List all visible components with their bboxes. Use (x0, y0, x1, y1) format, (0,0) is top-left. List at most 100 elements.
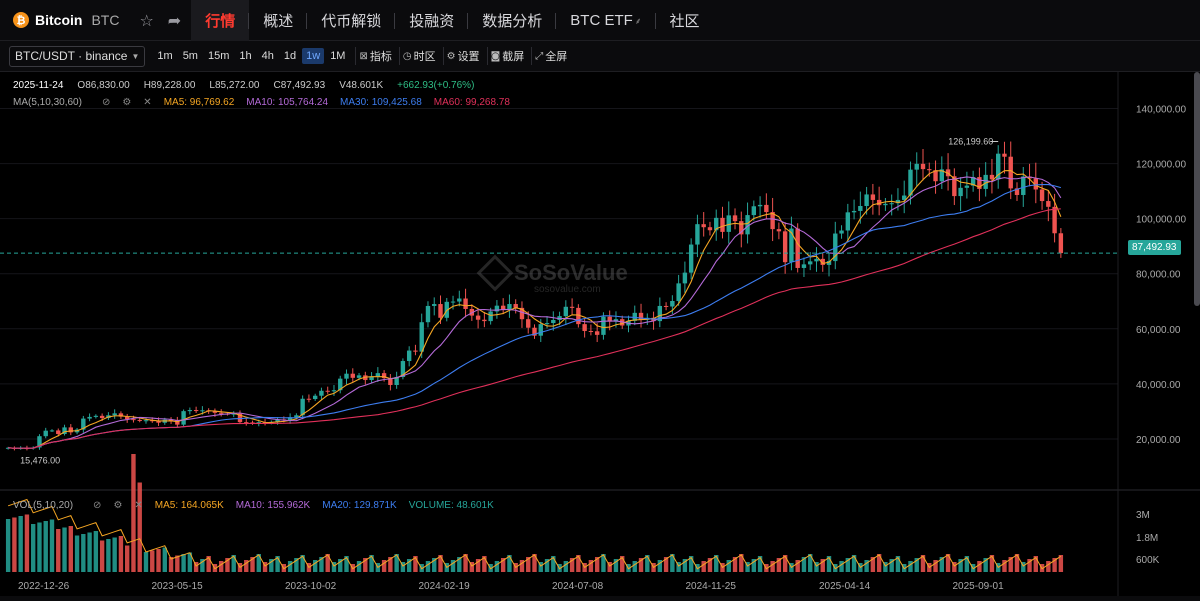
candle-body (726, 215, 731, 232)
ma60-value: MA60: 99,268.78 (433, 97, 510, 108)
candle-body (231, 413, 236, 415)
candle-body (338, 378, 343, 391)
share-icon[interactable]: ➦ (167, 10, 182, 30)
指标-button[interactable]: ⊠ 指标 (355, 47, 394, 65)
volume-bar (532, 554, 537, 572)
candle-body (594, 331, 600, 335)
candle-body (413, 350, 418, 352)
volume-bar (914, 558, 919, 572)
volume-bar (551, 556, 556, 572)
volume-bar (438, 555, 443, 572)
volume-bar (363, 558, 368, 572)
volume-bar (18, 516, 23, 572)
gear-icon[interactable]: ⚙ (113, 500, 123, 511)
volume-bar (225, 558, 230, 572)
candle-body (864, 194, 869, 206)
candle-body (764, 204, 769, 213)
volume-bar (808, 554, 813, 572)
tab-1[interactable]: 概述 (249, 0, 308, 41)
volume-legend: VOL(5,10,20) ⊘ ⚙ ✕ MA5: 164.065K MA10: 1… (13, 500, 494, 511)
chart-canvas[interactable]: 140,000.00 120,000.00 100,000.00 80,000.00 6… (0, 72, 1200, 596)
interval-1d[interactable]: 1d (283, 50, 297, 62)
candle-body (1027, 176, 1032, 179)
candle-body (707, 227, 713, 231)
时区-button[interactable]: ◷ 时区 (398, 47, 439, 65)
interval-5m[interactable]: 5m (182, 50, 198, 62)
tab-6[interactable]: 社区 (656, 0, 714, 41)
candle-body (519, 307, 525, 320)
vol-ma5-value: MA5: 164.065K (154, 500, 224, 511)
candle-body (739, 221, 744, 235)
ma10-value: MA10: 105,764.24 (246, 97, 329, 108)
gear-icon[interactable]: ⚙ (122, 97, 132, 108)
low-annotation: 15,476.00 (20, 455, 60, 465)
tab-4[interactable]: 数据分析 (468, 0, 557, 41)
candle-body (294, 415, 299, 418)
eye-off-icon[interactable]: ⊘ (101, 97, 111, 108)
star-icon[interactable]: ☆ (139, 10, 154, 30)
tool-label: 截屏 (502, 51, 525, 63)
volume-tick-label: 3M (1136, 510, 1150, 521)
candle-body (344, 373, 349, 379)
pair-selector[interactable]: BTC/USDT · binance ▼ (9, 45, 146, 67)
candle-body (56, 430, 61, 434)
tab-2[interactable]: 代币解锁 (307, 0, 396, 41)
close-icon[interactable]: ✕ (143, 97, 152, 108)
x-tick-label: 2024-07-08 (552, 581, 604, 592)
截屏-button[interactable]: ◙ 截屏 (486, 47, 528, 65)
volume-bar (218, 561, 224, 572)
volume-bar (1033, 556, 1038, 572)
volume-bar (124, 545, 130, 572)
volume-bar (751, 559, 757, 572)
x-tick-label: 2025-04-14 (819, 581, 871, 592)
close-icon[interactable]: ✕ (134, 500, 143, 511)
全屏-button[interactable]: ⤢ 全屏 (531, 47, 570, 65)
volume-bar (275, 556, 280, 572)
volume-bar (820, 559, 825, 572)
chart-area[interactable]: 140,000.00 120,000.00 100,000.00 80,000.00 6… (0, 72, 1200, 596)
tab-3[interactable]: 投融资 (395, 0, 469, 41)
scrollbar[interactable] (1194, 72, 1200, 306)
volume-bar (745, 562, 750, 572)
candle-body (801, 264, 807, 268)
candle-body (1014, 188, 1020, 195)
candle-body (175, 420, 180, 425)
volume-bar (613, 559, 619, 572)
candle-body (369, 376, 374, 381)
volume-bar (1014, 554, 1020, 572)
chart-indicator-icon: ⊠ (359, 50, 368, 62)
volume-bar (432, 558, 437, 572)
candle-body (275, 419, 280, 422)
volume-bar (143, 552, 149, 572)
candle-body (745, 215, 750, 235)
brand[interactable]: ₿ Bitcoin BTC (0, 0, 119, 41)
candle-body (952, 176, 957, 197)
eye-off-icon[interactable]: ⊘ (93, 500, 102, 511)
volume-bar (181, 554, 186, 572)
candle-body (732, 215, 738, 222)
y-tick-label: 80,000.00 (1136, 270, 1181, 281)
interval-1M[interactable]: 1M (330, 50, 346, 62)
candle-body (902, 195, 907, 200)
candle-body (582, 324, 587, 332)
tab-0[interactable]: 行情 (191, 0, 250, 41)
interval-4h[interactable]: 4h (261, 50, 274, 62)
volume-bar (256, 554, 261, 572)
candle-body (569, 306, 575, 308)
candle-body (782, 231, 788, 263)
tab-5[interactable]: BTC ETF ⸙ (556, 0, 656, 41)
tab-label: 数据分析 (482, 12, 543, 30)
volume-bar (782, 555, 788, 572)
candle-body (789, 228, 794, 263)
interval-1w[interactable]: 1w (302, 48, 325, 64)
设置-button[interactable]: ⚙ 设置 (442, 47, 483, 65)
interval-15m[interactable]: 15m (207, 50, 230, 62)
ma5-line (8, 170, 1062, 449)
candle-body (1002, 153, 1007, 157)
volume-bar (162, 547, 167, 572)
volume-bar (344, 556, 349, 572)
interval-1h[interactable]: 1h (239, 50, 252, 62)
volume-bar (1021, 562, 1026, 572)
x-tick-label: 2023-10-02 (285, 581, 337, 592)
interval-1m[interactable]: 1m (157, 50, 173, 62)
